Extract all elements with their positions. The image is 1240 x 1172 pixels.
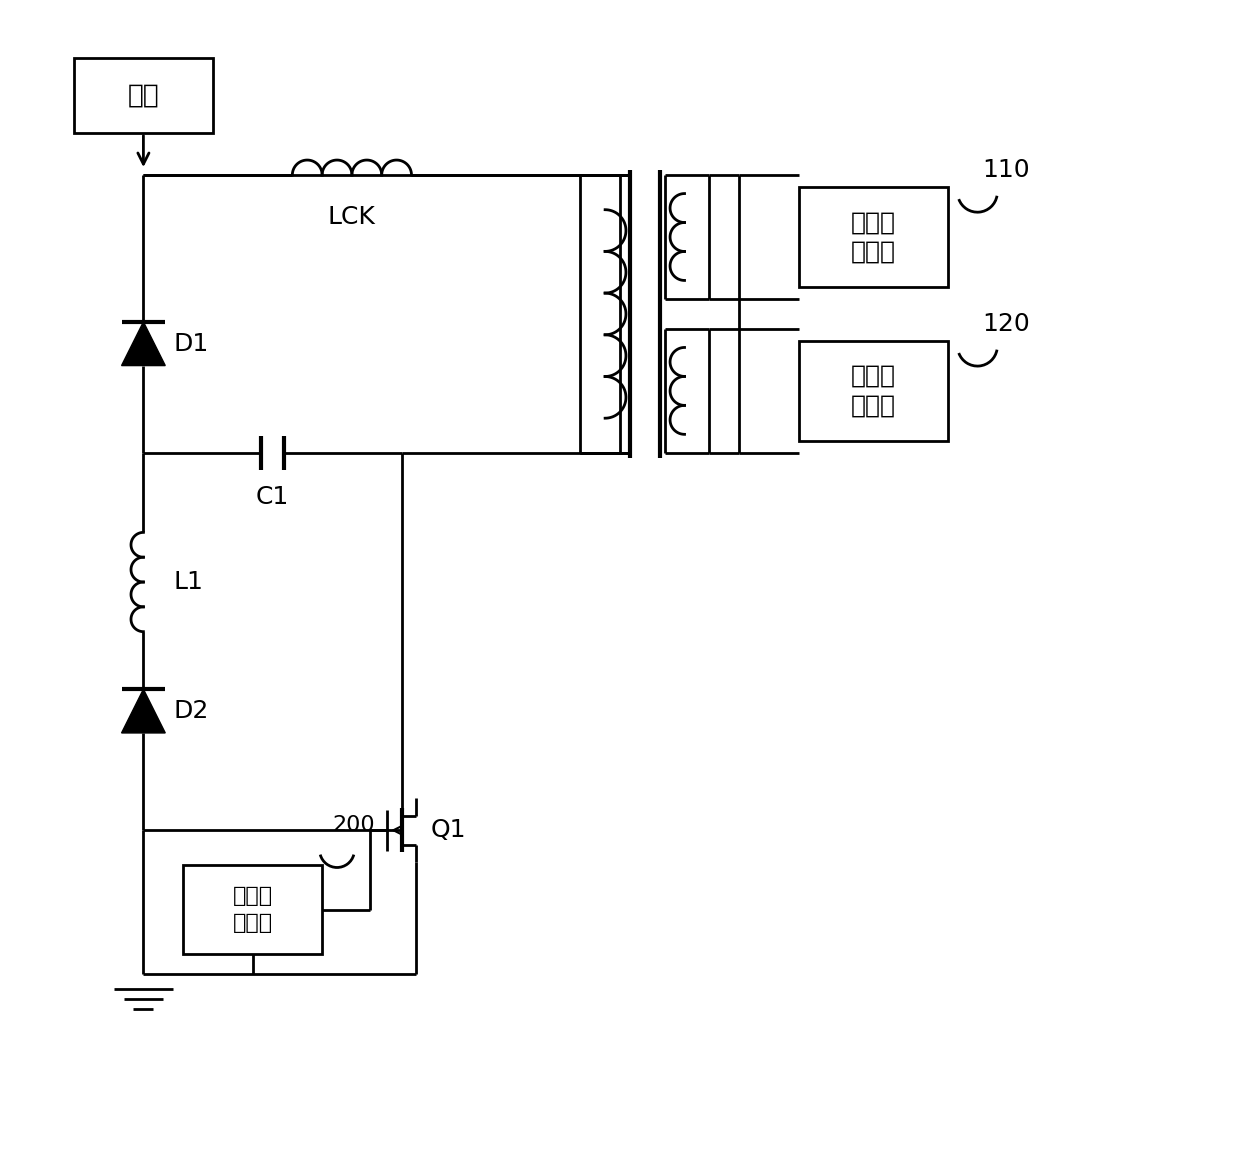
- Bar: [74, 59, 213, 132]
- Text: 开关电
源芯片: 开关电 源芯片: [233, 886, 273, 933]
- Bar: [799, 341, 947, 441]
- Text: LCK: LCK: [329, 205, 376, 229]
- Text: 120: 120: [982, 312, 1030, 336]
- Text: D1: D1: [174, 332, 208, 356]
- Bar: [799, 188, 947, 287]
- Text: Q1: Q1: [430, 818, 466, 843]
- Bar: [184, 865, 322, 954]
- Text: 电源: 电源: [128, 82, 159, 109]
- Text: 200: 200: [332, 816, 374, 836]
- Text: C1: C1: [255, 485, 289, 509]
- Polygon shape: [122, 689, 165, 732]
- Text: L1: L1: [174, 570, 203, 594]
- Text: D2: D2: [174, 700, 208, 723]
- Polygon shape: [122, 322, 165, 366]
- Text: 110: 110: [982, 158, 1030, 183]
- Text: 第二输
出电路: 第二输 出电路: [851, 364, 895, 417]
- Text: 第一输
出电路: 第一输 出电路: [851, 210, 895, 264]
